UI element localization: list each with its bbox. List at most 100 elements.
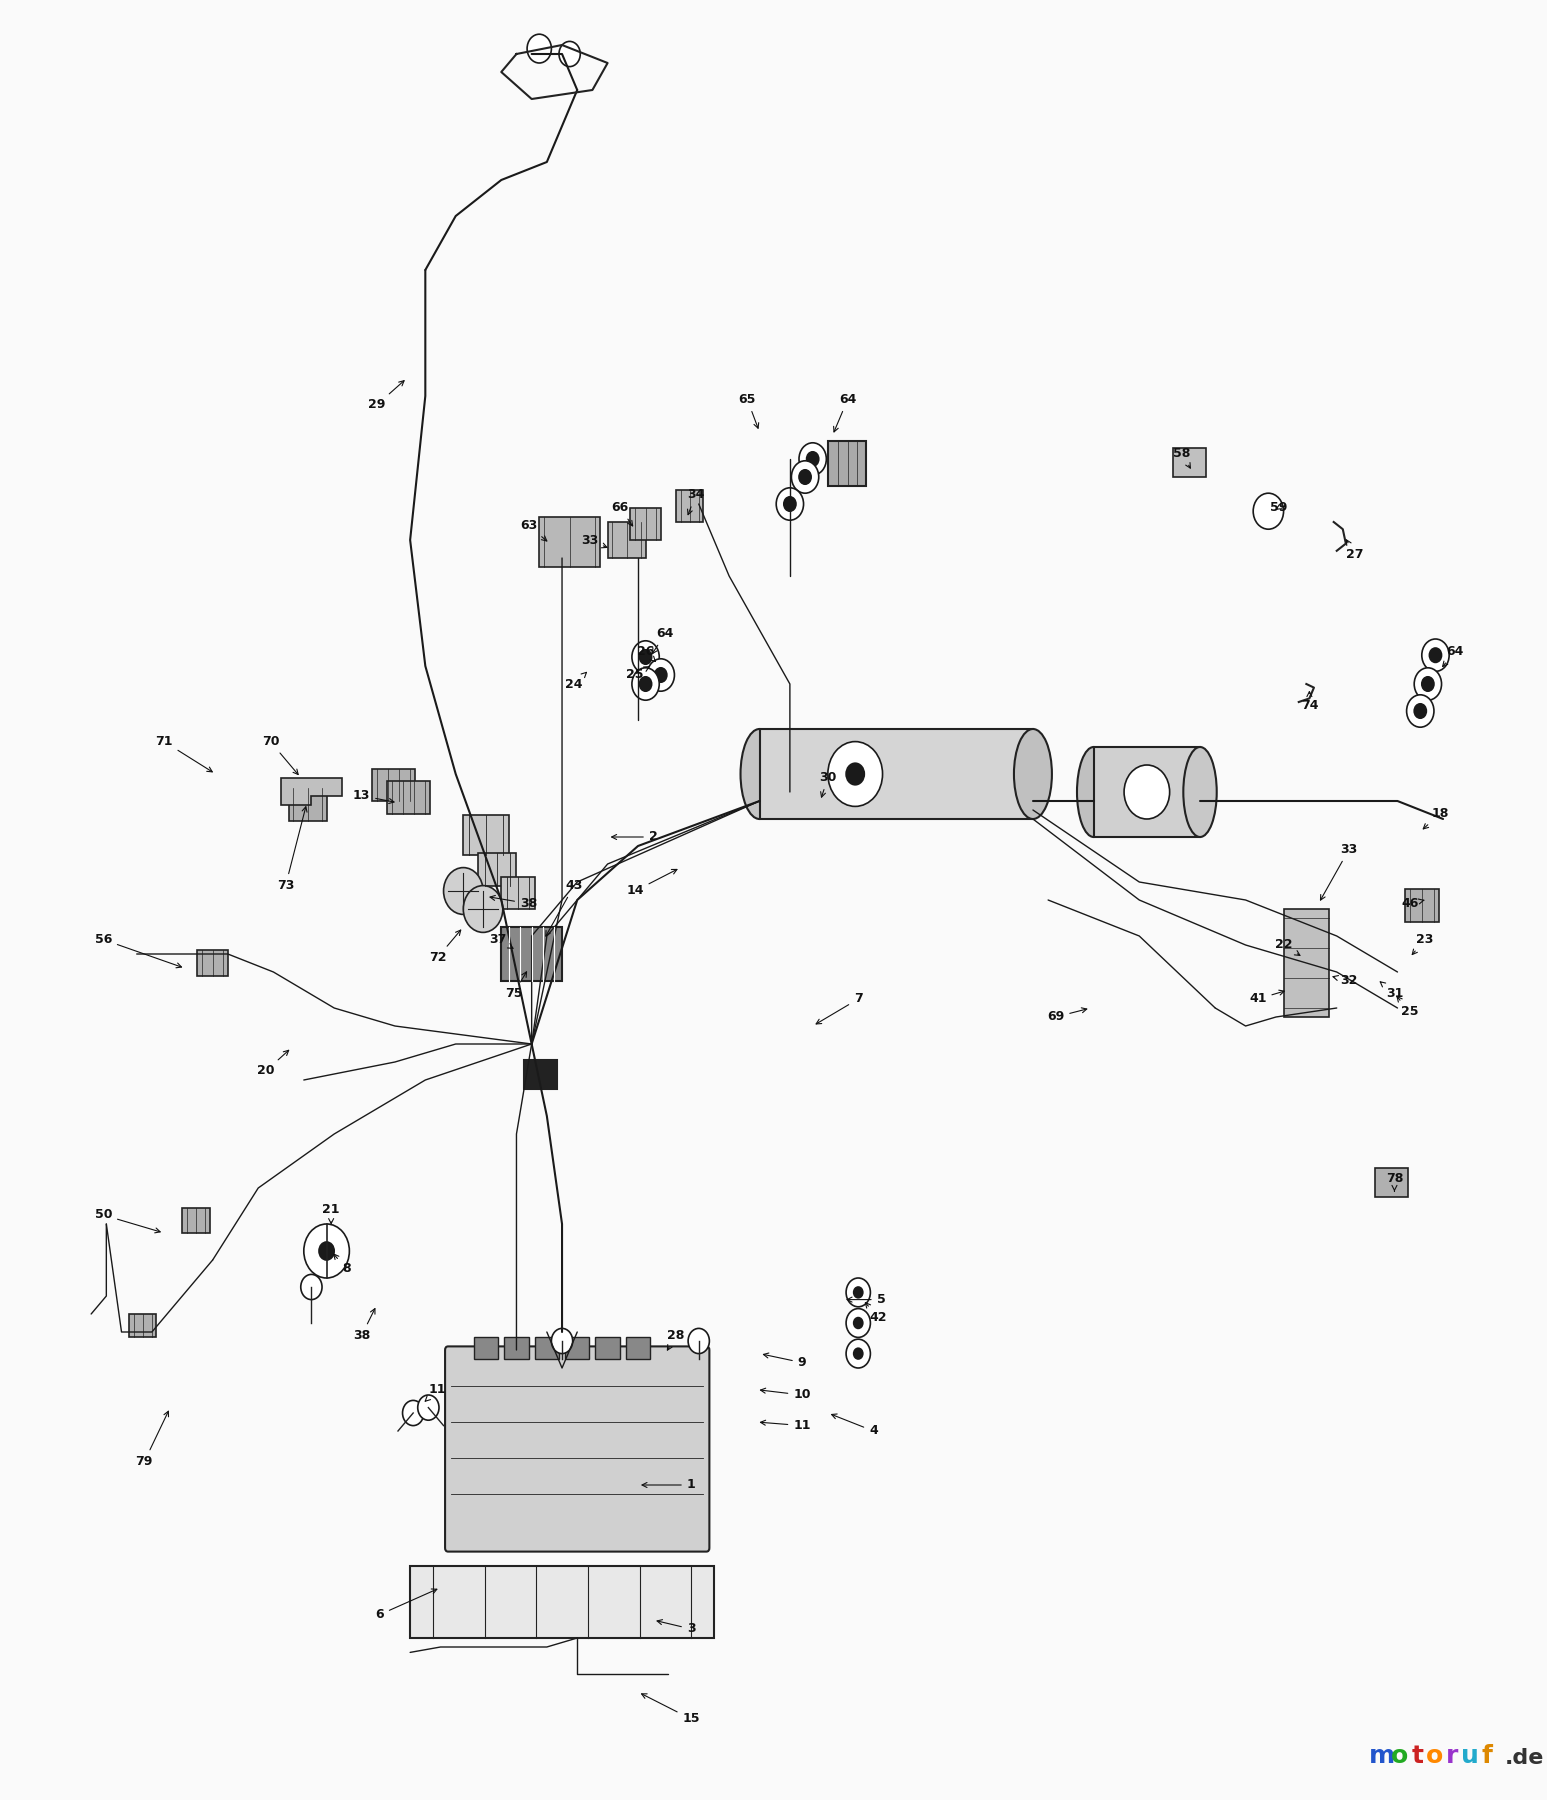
Circle shape: [846, 1309, 871, 1337]
FancyBboxPatch shape: [446, 1346, 710, 1552]
Circle shape: [1414, 704, 1426, 718]
Text: 71: 71: [155, 734, 212, 772]
Text: 41: 41: [1248, 990, 1284, 1006]
Text: 38: 38: [490, 895, 537, 911]
Text: 32: 32: [1334, 974, 1358, 988]
Circle shape: [1253, 493, 1284, 529]
Text: 42: 42: [865, 1303, 886, 1325]
Circle shape: [846, 1339, 871, 1368]
Text: 25: 25: [627, 666, 650, 682]
Circle shape: [784, 497, 797, 511]
Bar: [828, 441, 866, 486]
Bar: [565, 1337, 589, 1359]
Text: 6: 6: [376, 1589, 436, 1622]
Circle shape: [444, 868, 483, 914]
Text: 28: 28: [667, 1328, 685, 1350]
Text: 63: 63: [520, 518, 546, 542]
Circle shape: [402, 1400, 424, 1426]
Bar: [1375, 1168, 1408, 1197]
Circle shape: [319, 1242, 334, 1260]
Bar: [478, 853, 517, 886]
Text: 46: 46: [1402, 896, 1425, 911]
Text: 64: 64: [1443, 644, 1463, 666]
Circle shape: [846, 763, 865, 785]
Text: 69: 69: [1047, 1008, 1086, 1024]
Circle shape: [792, 461, 818, 493]
Text: 33: 33: [580, 533, 606, 547]
Circle shape: [854, 1318, 863, 1328]
Text: 59: 59: [1270, 500, 1287, 515]
Circle shape: [1125, 765, 1170, 819]
Bar: [630, 508, 661, 540]
Text: 56: 56: [94, 932, 181, 968]
Text: 9: 9: [763, 1354, 806, 1370]
Text: 79: 79: [136, 1411, 169, 1469]
Bar: [1173, 448, 1207, 477]
Text: 18: 18: [1423, 806, 1448, 828]
Text: 24: 24: [566, 673, 586, 691]
Circle shape: [463, 886, 503, 932]
Text: 30: 30: [820, 770, 837, 797]
Bar: [524, 1060, 557, 1089]
Bar: [501, 927, 562, 981]
Text: 65: 65: [738, 392, 758, 428]
Circle shape: [551, 1328, 572, 1354]
Bar: [760, 729, 1033, 819]
Text: 4: 4: [832, 1415, 877, 1438]
Bar: [596, 1337, 620, 1359]
Text: 74: 74: [1301, 691, 1318, 713]
Text: 22: 22: [1275, 938, 1299, 956]
Bar: [289, 788, 326, 821]
Text: 11: 11: [425, 1382, 446, 1400]
Circle shape: [558, 41, 580, 67]
Text: r: r: [1446, 1744, 1459, 1768]
Ellipse shape: [1013, 729, 1052, 819]
Text: o: o: [1391, 1744, 1408, 1768]
Bar: [1405, 889, 1439, 922]
Circle shape: [688, 1328, 710, 1354]
Bar: [540, 517, 600, 567]
Text: m: m: [1369, 1744, 1395, 1768]
Text: 64: 64: [834, 392, 857, 432]
Text: .de: .de: [1505, 1748, 1544, 1768]
Circle shape: [1422, 639, 1450, 671]
Bar: [410, 1566, 713, 1638]
Text: 27: 27: [1346, 540, 1364, 562]
Text: 5: 5: [848, 1292, 885, 1307]
Text: 58: 58: [1173, 446, 1191, 468]
Bar: [183, 1208, 210, 1233]
Bar: [1094, 747, 1200, 837]
Text: 70: 70: [261, 734, 299, 774]
Text: 33: 33: [1321, 842, 1358, 900]
Bar: [198, 950, 227, 976]
Text: 7: 7: [817, 992, 863, 1024]
Bar: [501, 877, 535, 909]
Circle shape: [854, 1287, 863, 1298]
Text: 26: 26: [637, 644, 656, 662]
Text: 64: 64: [653, 626, 674, 653]
Circle shape: [418, 1395, 439, 1420]
Circle shape: [777, 488, 803, 520]
Bar: [627, 1337, 650, 1359]
Circle shape: [631, 668, 659, 700]
Text: 73: 73: [277, 806, 306, 893]
Ellipse shape: [741, 729, 778, 819]
Bar: [676, 490, 704, 522]
Circle shape: [846, 1278, 871, 1307]
Circle shape: [1414, 668, 1442, 700]
Text: 34: 34: [687, 488, 704, 515]
Bar: [473, 1337, 498, 1359]
Circle shape: [647, 659, 674, 691]
Text: 78: 78: [1386, 1172, 1403, 1192]
Bar: [535, 1337, 558, 1359]
Circle shape: [1429, 648, 1442, 662]
Circle shape: [654, 668, 667, 682]
Circle shape: [528, 34, 551, 63]
Circle shape: [798, 443, 826, 475]
Circle shape: [828, 742, 882, 806]
Ellipse shape: [1077, 747, 1111, 837]
Text: 31: 31: [1380, 981, 1403, 1001]
Bar: [504, 1337, 529, 1359]
Polygon shape: [282, 778, 342, 805]
Text: 43: 43: [546, 878, 583, 936]
